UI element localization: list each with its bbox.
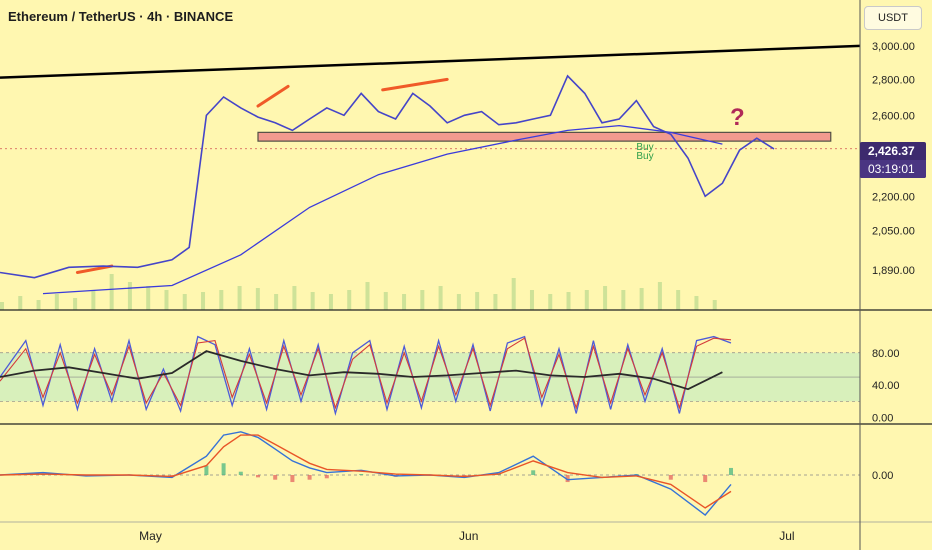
macd-histogram-bar [170, 475, 174, 476]
buy-signal-label: Buy [636, 151, 653, 162]
volume-bar [475, 292, 480, 310]
macd-histogram-bar [221, 463, 226, 475]
macd-histogram-bar [273, 475, 278, 480]
currency-unit-button[interactable]: USDT [864, 6, 922, 30]
stoch-d-line [0, 337, 732, 410]
trend-marker [75, 264, 114, 274]
price-tick-label: 2,600.00 [872, 110, 915, 122]
macd-histogram-bar [256, 475, 260, 478]
macd-histogram-bar [204, 465, 209, 475]
volume-bar [328, 294, 333, 310]
volume-bar [566, 292, 571, 310]
macd-line [0, 431, 732, 516]
oscillator-tick-label: 40.00 [872, 380, 900, 392]
price-tick-label: 2,050.00 [872, 226, 915, 238]
support-zone [257, 131, 832, 142]
buy-signal-label: Buy [636, 142, 653, 153]
volume-bar [420, 290, 425, 310]
price-tick-label: 2,800.00 [872, 74, 915, 86]
volume-bar [511, 278, 516, 310]
volume-bar [54, 294, 59, 310]
volume-bar [383, 292, 388, 310]
volume-bar [639, 288, 644, 310]
volume-bar [529, 290, 534, 310]
volume-bar [237, 286, 242, 310]
chart-title: Ethereum / TetherUS · 4h · BINANCE [8, 9, 234, 24]
volume-bar [146, 286, 151, 310]
volume-bar [402, 294, 407, 310]
last-price-value: 2,426.37 [868, 144, 915, 158]
macd-histogram-bar [703, 475, 708, 483]
volume-bar [182, 294, 187, 310]
macd-histogram-bar [729, 467, 733, 475]
volume-bar [676, 290, 681, 310]
volume-bar [255, 288, 260, 310]
oscillator-tick-label: 80.00 [872, 348, 900, 360]
volume-bar [548, 294, 553, 310]
time-axis-label: Jul [779, 529, 794, 543]
volume-bar [274, 294, 279, 310]
volume-bar [584, 290, 589, 310]
macd-signal-line [0, 434, 732, 509]
volume-bar [219, 290, 224, 310]
resistance-trendline [0, 44, 861, 79]
volume-bar [164, 290, 169, 310]
volume-bar [292, 286, 297, 310]
volume-bar [438, 286, 443, 310]
macd-panel [0, 431, 860, 516]
time-axis-label: May [139, 529, 162, 543]
volume-bar [621, 290, 626, 310]
macd-histogram-bar [531, 470, 536, 475]
volume-bar [127, 282, 132, 310]
price-tick-label: 1,890.00 [872, 265, 915, 277]
volume-bar [347, 290, 352, 310]
macd-histogram-bar [238, 471, 243, 475]
macd-histogram-bar [668, 475, 673, 480]
volume-bar [109, 274, 114, 310]
moving-average-line [42, 124, 723, 295]
volume-bar [201, 292, 206, 310]
volume-bar [73, 298, 78, 310]
volume-bar [712, 300, 717, 310]
volume-bar [36, 300, 41, 310]
macd-tick-label: 0.00 [872, 470, 893, 482]
stoch-k-line [0, 335, 732, 417]
oscillator-panel [0, 335, 860, 417]
question-mark-annotation: ? [730, 104, 745, 131]
macd-histogram-bar [462, 475, 467, 476]
volume-bar [657, 282, 662, 310]
volume-bar [456, 294, 461, 310]
macd-histogram-bar [307, 475, 312, 480]
oscillator-tick-label: 0.00 [872, 413, 893, 425]
volume-bar [694, 296, 699, 310]
trend-marker [381, 77, 449, 92]
price-tick-label: 3,000.00 [872, 41, 915, 53]
macd-histogram-bar [565, 475, 570, 483]
volume-bar [603, 286, 608, 310]
last-price-badge: 2,426.37 03:19:01 [860, 142, 926, 178]
time-axis-label: Jun [459, 529, 478, 543]
volume-bar [91, 290, 96, 310]
bar-countdown: 03:19:01 [860, 160, 926, 178]
volume-bar [365, 282, 370, 310]
volume-bar [0, 302, 4, 310]
trend-marker [256, 84, 290, 108]
volume-bar [493, 294, 498, 310]
macd-histogram-bar [324, 475, 329, 479]
macd-histogram-bar [359, 474, 364, 475]
rsi-line [0, 350, 723, 391]
price-tick-label: 2,200.00 [872, 191, 915, 203]
volume-bar [310, 292, 315, 310]
price-line [0, 74, 775, 279]
volume-bar [18, 296, 23, 310]
macd-histogram-bar [290, 475, 295, 483]
